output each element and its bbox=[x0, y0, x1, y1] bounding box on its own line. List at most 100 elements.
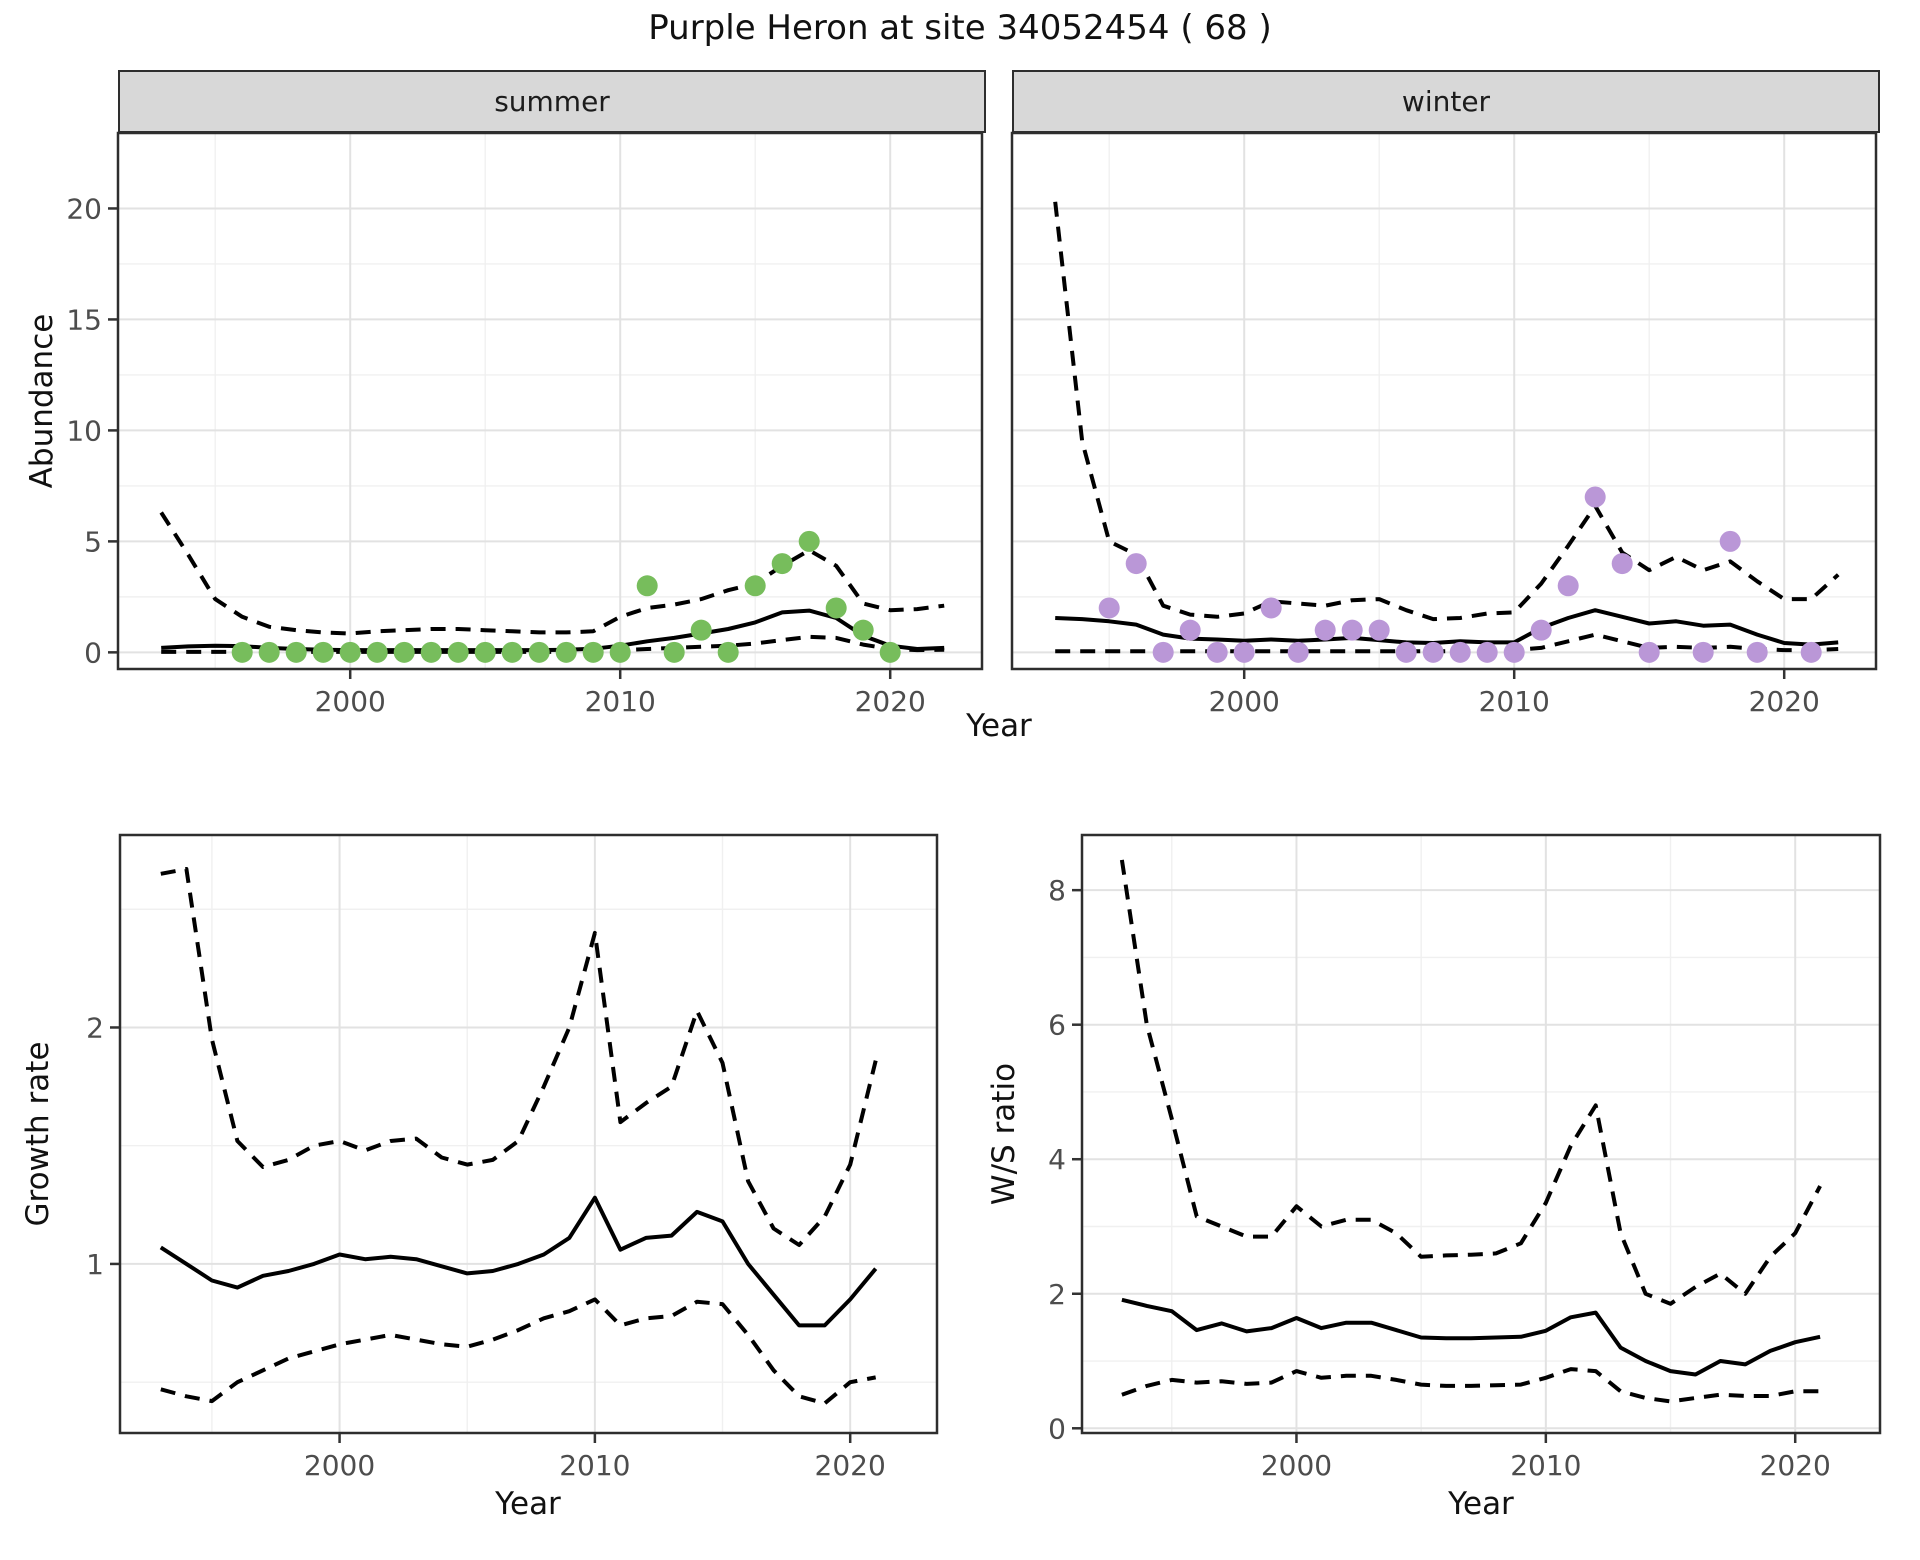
winter-data-point bbox=[1800, 641, 1822, 663]
summer-data-point bbox=[771, 553, 793, 575]
growth-x-tick-label: 2000 bbox=[304, 1449, 375, 1482]
y-axis-title-growth-rate: Growth rate bbox=[20, 1041, 56, 1227]
y-axis-title-abundance: Abundance bbox=[24, 313, 60, 489]
facet-strip-summer-label: summer bbox=[494, 85, 610, 118]
winter-data-point bbox=[1368, 619, 1390, 641]
summer-data-point bbox=[339, 641, 361, 663]
ws-y-tick-label: 0 bbox=[1048, 1412, 1066, 1445]
summer-data-point bbox=[717, 641, 739, 663]
summer-x-tick-label: 2010 bbox=[585, 685, 656, 718]
winter-panel-border bbox=[1010, 131, 1878, 671]
growth-panel-bg bbox=[120, 835, 937, 1433]
ws-ci-lower-line bbox=[1121, 1367, 1821, 1404]
summer-panel-border bbox=[116, 131, 984, 671]
winter-data-point bbox=[1260, 597, 1282, 619]
summer-y-tick-label: 10 bbox=[66, 414, 102, 447]
winter-data-point bbox=[1098, 597, 1120, 619]
summer-data-point bbox=[447, 641, 469, 663]
ws-panel-bg bbox=[1082, 835, 1880, 1433]
winter-data-point bbox=[1719, 530, 1741, 552]
ws-x-tick-label: 2020 bbox=[1760, 1449, 1831, 1482]
winter-data-point bbox=[1611, 553, 1633, 575]
summer-data-point bbox=[501, 641, 523, 663]
ws-y-tick-label: 8 bbox=[1048, 874, 1066, 907]
growth-fit-line bbox=[159, 1195, 878, 1328]
winter-data-point bbox=[1206, 641, 1228, 663]
winter-data-point bbox=[1638, 641, 1660, 663]
x-axis-title-year-ws: Year bbox=[1448, 1486, 1514, 1522]
summer-data-point bbox=[312, 641, 334, 663]
growth-y-tick-label: 1 bbox=[86, 1248, 104, 1281]
summer-ci-upper-line bbox=[159, 511, 945, 636]
winter-data-point bbox=[1746, 641, 1768, 663]
winter-data-point bbox=[1449, 641, 1471, 663]
winter-data-point bbox=[1530, 619, 1552, 641]
ws-y-tick-label: 4 bbox=[1048, 1143, 1066, 1176]
summer-data-point bbox=[879, 641, 901, 663]
summer-data-point bbox=[528, 641, 550, 663]
x-axis-title-year-top: Year bbox=[966, 708, 1032, 744]
summer-y-tick-label: 0 bbox=[84, 636, 102, 669]
winter-data-point bbox=[1233, 641, 1255, 663]
summer-data-point bbox=[825, 597, 847, 619]
winter-data-point bbox=[1314, 619, 1336, 641]
winter-x-tick-label: 2020 bbox=[1749, 685, 1820, 718]
ws-y-tick-label: 2 bbox=[1048, 1278, 1066, 1311]
summer-data-point bbox=[285, 641, 307, 663]
winter-x-tick-label: 2000 bbox=[1209, 685, 1280, 718]
winter-data-point bbox=[1179, 619, 1201, 641]
summer-panel-bg bbox=[118, 133, 982, 669]
summer-data-point bbox=[744, 575, 766, 597]
winter-data-point bbox=[1584, 486, 1606, 508]
page-title: Purple Heron at site 34052454 ( 68 ) bbox=[648, 8, 1272, 48]
growth-y-tick-label: 2 bbox=[86, 1011, 104, 1044]
winter-data-point bbox=[1287, 641, 1309, 663]
y-axis-title-ws-ratio: W/S ratio bbox=[986, 1062, 1022, 1206]
growth-ci-lower-line bbox=[160, 1297, 877, 1406]
ws-panel-border bbox=[1080, 833, 1882, 1435]
winter-data-point bbox=[1395, 641, 1417, 663]
summer-data-point bbox=[663, 641, 685, 663]
winter-ci-upper-line bbox=[1053, 201, 1840, 622]
winter-data-point bbox=[1503, 641, 1525, 663]
summer-data-point bbox=[582, 641, 604, 663]
ws-ci-upper-line bbox=[1119, 859, 1822, 1306]
summer-data-point bbox=[690, 619, 712, 641]
summer-x-tick-label: 2000 bbox=[315, 685, 386, 718]
winter-data-point bbox=[1557, 575, 1579, 597]
ws-fit-line bbox=[1121, 1297, 1821, 1377]
summer-data-point bbox=[474, 641, 496, 663]
ws-x-tick-label: 2010 bbox=[1510, 1449, 1581, 1482]
winter-x-tick-label: 2010 bbox=[1479, 685, 1550, 718]
facet-strip-summer: summer bbox=[118, 70, 986, 133]
ws-x-tick-label: 2000 bbox=[1261, 1449, 1332, 1482]
growth-x-tick-label: 2010 bbox=[559, 1449, 630, 1482]
summer-data-point bbox=[636, 575, 658, 597]
facet-strip-winter-label: winter bbox=[1401, 85, 1491, 118]
summer-data-point bbox=[609, 641, 631, 663]
growth-ci-upper-line bbox=[160, 867, 878, 1247]
summer-data-point bbox=[852, 619, 874, 641]
summer-y-tick-label: 20 bbox=[66, 192, 102, 225]
winter-panel-bg bbox=[1012, 133, 1876, 669]
winter-data-point bbox=[1692, 641, 1714, 663]
summer-data-point bbox=[258, 641, 280, 663]
summer-data-point bbox=[555, 641, 577, 663]
summer-y-tick-label: 15 bbox=[66, 303, 102, 336]
winter-data-point bbox=[1125, 553, 1147, 575]
winter-data-point bbox=[1476, 641, 1498, 663]
summer-data-point bbox=[366, 641, 388, 663]
summer-data-point bbox=[798, 530, 820, 552]
summer-x-tick-label: 2020 bbox=[855, 685, 926, 718]
summer-y-tick-label: 5 bbox=[84, 525, 102, 558]
growth-x-tick-label: 2020 bbox=[815, 1449, 886, 1482]
summer-data-point bbox=[420, 641, 442, 663]
summer-data-point bbox=[393, 641, 415, 663]
ws-y-tick-label: 6 bbox=[1048, 1009, 1066, 1042]
winter-data-point bbox=[1341, 619, 1363, 641]
facet-strip-winter: winter bbox=[1012, 70, 1880, 133]
summer-data-point bbox=[231, 641, 253, 663]
winter-data-point bbox=[1152, 641, 1174, 663]
